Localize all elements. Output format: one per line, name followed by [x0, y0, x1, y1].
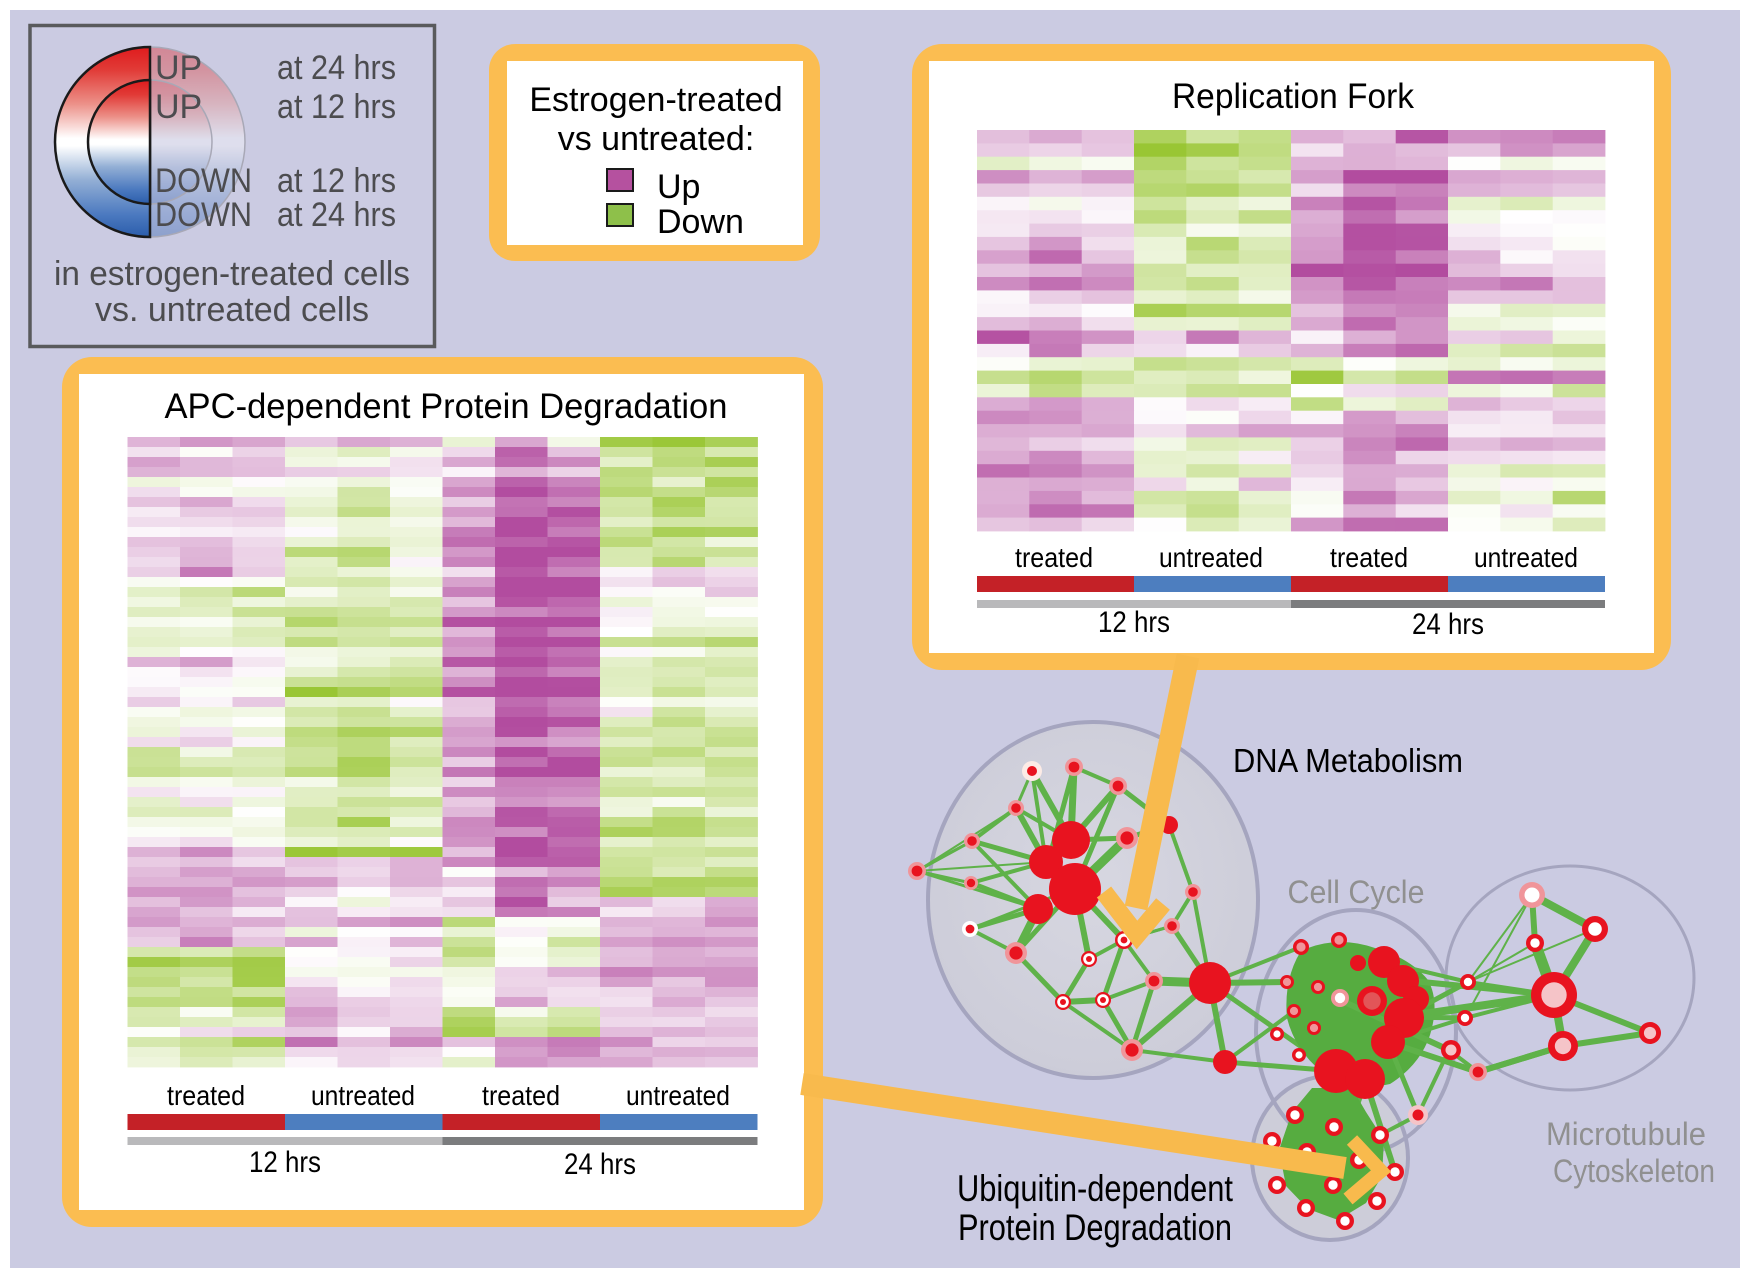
svg-text:Estrogen-treated: Estrogen-treated	[529, 81, 782, 119]
svg-text:24 hrs: 24 hrs	[564, 1148, 636, 1181]
svg-text:untreated: untreated	[1159, 542, 1263, 573]
svg-text:treated: treated	[1330, 542, 1408, 573]
svg-text:treated: treated	[482, 1080, 560, 1111]
svg-text:Ubiquitin-dependent: Ubiquitin-dependent	[957, 1168, 1234, 1209]
svg-text:UP: UP	[155, 88, 202, 126]
svg-text:in estrogen-treated cells: in estrogen-treated cells	[54, 255, 410, 293]
svg-text:DOWN: DOWN	[155, 162, 252, 200]
svg-text:vs untreated:: vs untreated:	[558, 120, 755, 158]
svg-text:Up: Up	[657, 168, 700, 206]
svg-text:treated: treated	[1015, 542, 1093, 573]
svg-text:treated: treated	[167, 1080, 245, 1111]
svg-text:24 hrs: 24 hrs	[1412, 608, 1484, 641]
svg-text:Replication Fork: Replication Fork	[1172, 77, 1414, 116]
svg-text:DNA Metabolism: DNA Metabolism	[1233, 742, 1463, 779]
svg-text:untreated: untreated	[626, 1080, 730, 1111]
svg-text:12 hrs: 12 hrs	[1098, 606, 1170, 639]
svg-text:Down: Down	[657, 203, 744, 241]
svg-text:UP: UP	[155, 49, 202, 87]
svg-text:at 24 hrs: at 24 hrs	[277, 196, 396, 234]
svg-text:Protein Degradation: Protein Degradation	[958, 1207, 1232, 1248]
svg-text:12 hrs: 12 hrs	[249, 1146, 321, 1179]
svg-text:Microtubule: Microtubule	[1546, 1116, 1706, 1152]
svg-text:vs. untreated cells: vs. untreated cells	[95, 291, 369, 329]
svg-text:Cell Cycle: Cell Cycle	[1288, 874, 1425, 910]
svg-text:at 12 hrs: at 12 hrs	[277, 88, 396, 126]
svg-text:Cytoskeleton: Cytoskeleton	[1553, 1153, 1715, 1189]
svg-text:untreated: untreated	[311, 1080, 415, 1111]
svg-text:DOWN: DOWN	[155, 196, 252, 234]
svg-text:at 24 hrs: at 24 hrs	[277, 49, 396, 87]
svg-text:APC-dependent Protein Degradat: APC-dependent Protein Degradation	[165, 387, 728, 426]
svg-text:untreated: untreated	[1474, 542, 1578, 573]
svg-text:at 12 hrs: at 12 hrs	[277, 162, 396, 200]
